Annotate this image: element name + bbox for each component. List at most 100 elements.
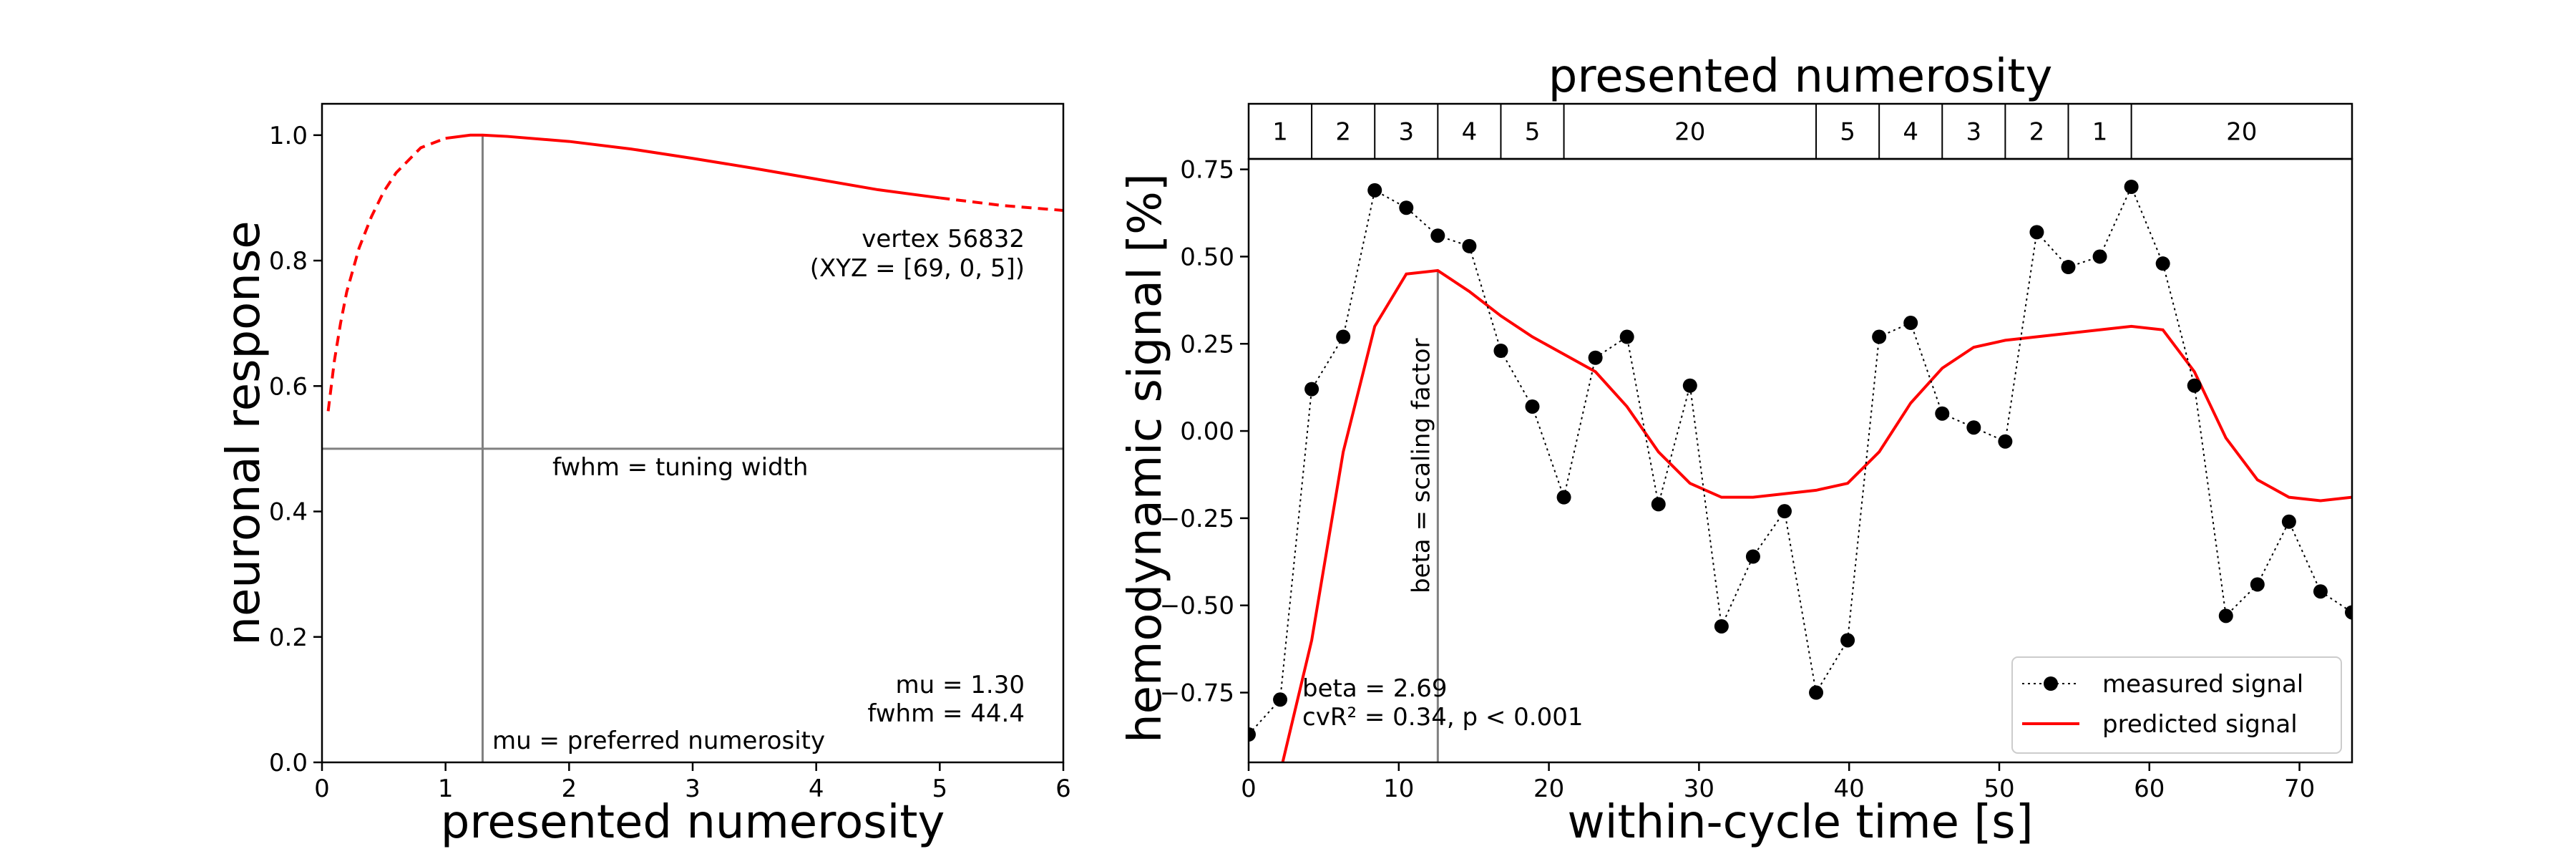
measured-signal-point: [2313, 584, 2328, 599]
measured-signal-point: [1367, 183, 1382, 198]
numerosity-cell-label: 5: [1840, 118, 1855, 147]
x-tick-label: 60: [2134, 775, 2165, 803]
numerosity-bar-frame: [1247, 102, 2353, 160]
right-plot-frame: [1247, 157, 2353, 764]
measured-signal-point: [2092, 249, 2107, 264]
tuning-curve-solid: [445, 133, 940, 200]
numerosity-bar: 1 2 3 4 5 20 5 4 3 2 1 20: [1247, 102, 2353, 160]
beta-value: beta = 2.69: [1302, 674, 1447, 703]
y-tick-label: −0.25: [1160, 505, 1234, 533]
measured-signal-point: [1903, 316, 1918, 331]
legend-measured-label: measured signal: [2102, 670, 2303, 699]
measured-signal-point: [1493, 344, 1508, 359]
numerosity-cell-label: 5: [1525, 118, 1541, 147]
numerosity-cell-label: 20: [1674, 118, 1705, 147]
numerosity-cell-label: 2: [1335, 118, 1351, 147]
fwhm-value: fwhm = 44.4: [867, 699, 1025, 728]
x-tick-label: 3: [685, 775, 701, 803]
y-tick-label: 0.6: [269, 372, 308, 401]
mu-reference-label: mu = preferred numerosity: [492, 727, 825, 755]
left-x-axis-label: presented numerosity: [441, 796, 945, 849]
x-tick-label: 10: [1383, 775, 1414, 803]
measured-signal-point: [2124, 179, 2139, 194]
vertex-coords: (XYZ = [69, 0, 5]): [810, 254, 1025, 283]
left-y-axis-label: neuronal response: [218, 220, 270, 645]
tuning-curve-panel: 0 1 2 3 4 5 6 0.0 0.2 0.4 0.6 0.8 1.0 vertex 56832 (…: [218, 102, 1071, 849]
y-tick-label: 0.4: [269, 498, 308, 527]
legend: measured signal predicted signal: [2011, 656, 2342, 754]
x-tick-label: 70: [2284, 775, 2315, 803]
tuning-curve-right-dashed: [940, 196, 1064, 212]
measured-signal-point: [1462, 238, 1477, 253]
y-tick-label: 0.2: [269, 623, 308, 652]
numerosity-cell-label: 4: [1903, 118, 1918, 147]
numerosity-cell-label: 3: [1966, 118, 1981, 147]
time-course-panel: 0 10 20 30 40 50 60 70 −0.75 −0.50 −0.25 0.00 0.25 0.…: [1119, 50, 2353, 849]
measured-signal-point: [1840, 633, 1855, 648]
left-plot-frame: [321, 102, 1065, 764]
vertex-label: vertex 56832: [862, 225, 1025, 253]
x-tick-label: 0: [1241, 775, 1257, 803]
measured-signal-point: [2061, 260, 2076, 275]
measured-signal-point: [1619, 329, 1634, 344]
measured-signal-point: [1998, 434, 2013, 449]
x-tick-label: 0: [314, 775, 330, 803]
measured-signal-point: [1777, 504, 1792, 519]
tuning-curve-left-dashed: [326, 137, 447, 412]
legend-measured-marker: [2044, 676, 2058, 691]
tuning-curve-series: [326, 133, 1064, 412]
measured-signal-point: [1556, 490, 1571, 505]
measured-signal-point: [2345, 605, 2352, 620]
measured-signal-point: [1966, 420, 1981, 435]
measured-signal-point: [1399, 200, 1414, 215]
measured-signal-point: [1249, 727, 1256, 742]
measured-signal-point: [1430, 228, 1445, 243]
measured-signal-point: [1682, 378, 1697, 393]
numerosity-cell-label: 1: [2092, 118, 2108, 147]
reference-lines: [322, 135, 1063, 762]
x-tick-label: 2: [562, 775, 577, 803]
mu-value: mu = 1.30: [896, 671, 1025, 699]
y-tick-label: 0.75: [1180, 156, 1234, 185]
time-course-series: [1249, 179, 2352, 762]
y-tick-label: 0.50: [1180, 243, 1234, 271]
measured-signal-point: [2187, 378, 2202, 393]
x-tick-label: 40: [1834, 775, 1865, 803]
measured-signal-point: [1273, 692, 1288, 707]
x-tick-label: 1: [438, 775, 454, 803]
measured-signal-point: [1651, 497, 1666, 512]
measured-signal-point: [1336, 329, 1351, 344]
y-tick-label: 0.8: [269, 247, 308, 276]
measured-signal-point: [2155, 256, 2170, 271]
y-tick-label: 0.00: [1180, 417, 1234, 446]
y-tick-label: 1.0: [269, 122, 308, 150]
left-axis-ticks: 0 1 2 3 4 5 6 0.0 0.2 0.4 0.6 0.8 1.0: [269, 122, 1071, 803]
measured-signal-point: [2281, 514, 2296, 529]
numerosity-cell-label: 2: [2029, 118, 2045, 147]
measured-signal-point: [1872, 329, 1887, 344]
numerosity-cell-label: 4: [1462, 118, 1478, 147]
measured-signal-point: [1745, 549, 1760, 564]
numerosity-cell-label: 3: [1398, 118, 1414, 147]
x-tick-label: 4: [809, 775, 824, 803]
measured-signal-point: [1809, 685, 1824, 700]
measured-signal-point: [2250, 577, 2265, 592]
x-tick-label: 20: [1533, 775, 1564, 803]
measured-signal-point: [1588, 350, 1603, 365]
numerosity-cell-label: 20: [2226, 118, 2257, 147]
fwhm-reference-label: fwhm = tuning width: [552, 453, 808, 482]
right-x-axis-label: within-cycle time [s]: [1567, 796, 2033, 849]
measured-signal-line: [1249, 185, 2352, 735]
y-tick-label: −0.75: [1160, 679, 1234, 708]
x-tick-label: 30: [1684, 775, 1714, 803]
y-tick-label: −0.50: [1160, 592, 1234, 621]
measured-signal-point: [1525, 399, 1540, 414]
measured-signal-point: [2218, 608, 2233, 623]
measured-signal-point: [1714, 618, 1729, 634]
legend-predicted-label: predicted signal: [2102, 710, 2298, 739]
y-tick-label: 0.25: [1180, 330, 1234, 359]
legend-frame: [2011, 656, 2342, 754]
y-tick-label: 0.0: [269, 749, 308, 777]
right-chart-title: presented numerosity: [1548, 50, 2053, 103]
